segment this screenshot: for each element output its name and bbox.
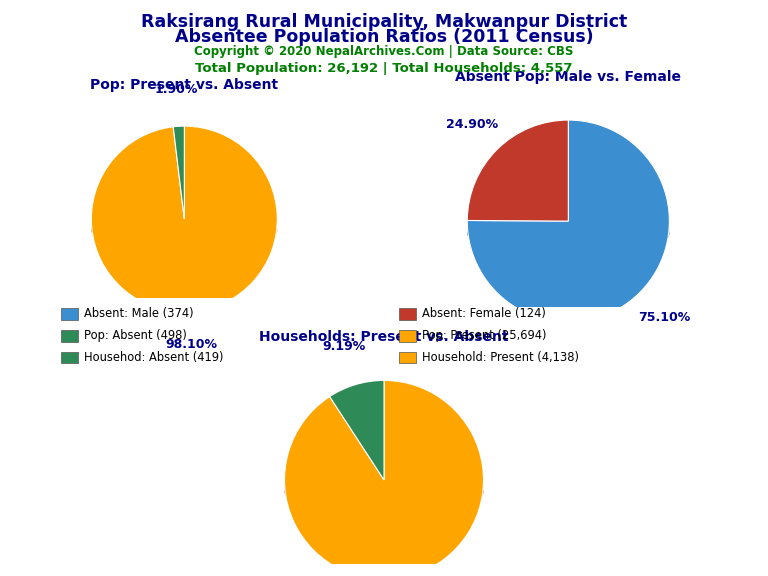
Title: Households: Present vs. Absent: Households: Present vs. Absent xyxy=(260,331,508,344)
Ellipse shape xyxy=(467,206,670,261)
Title: Pop: Present vs. Absent: Pop: Present vs. Absent xyxy=(91,78,278,92)
Wedge shape xyxy=(284,380,484,576)
Text: 1.90%: 1.90% xyxy=(155,83,198,96)
Ellipse shape xyxy=(467,192,670,248)
Wedge shape xyxy=(329,380,384,480)
Text: Pop: Present (25,694): Pop: Present (25,694) xyxy=(422,329,547,342)
Text: Absent: Female (124): Absent: Female (124) xyxy=(422,308,546,320)
Text: Househod: Absent (419): Househod: Absent (419) xyxy=(84,351,224,364)
Text: 24.90%: 24.90% xyxy=(446,118,498,131)
Wedge shape xyxy=(467,120,670,322)
Text: Absentee Population Ratios (2011 Census): Absentee Population Ratios (2011 Census) xyxy=(174,28,594,46)
Text: Pop: Absent (498): Pop: Absent (498) xyxy=(84,329,187,342)
Text: Total Population: 26,192 | Total Households: 4,557: Total Population: 26,192 | Total Househo… xyxy=(195,62,573,75)
Text: Raksirang Rural Municipality, Makwanpur District: Raksirang Rural Municipality, Makwanpur … xyxy=(141,13,627,31)
Ellipse shape xyxy=(284,464,484,519)
Text: 9.19%: 9.19% xyxy=(323,340,366,353)
Ellipse shape xyxy=(284,452,484,506)
Text: 75.10%: 75.10% xyxy=(638,312,690,324)
Ellipse shape xyxy=(91,192,277,244)
Text: 98.10%: 98.10% xyxy=(166,338,218,351)
Text: Copyright © 2020 NepalArchives.Com | Data Source: CBS: Copyright © 2020 NepalArchives.Com | Dat… xyxy=(194,45,574,58)
Wedge shape xyxy=(91,126,277,312)
Text: Absent: Male (374): Absent: Male (374) xyxy=(84,308,194,320)
Ellipse shape xyxy=(91,204,277,256)
Text: Household: Present (4,138): Household: Present (4,138) xyxy=(422,351,579,364)
Title: Absent Pop: Male vs. Female: Absent Pop: Male vs. Female xyxy=(455,70,681,84)
Wedge shape xyxy=(467,120,568,221)
Wedge shape xyxy=(174,126,184,219)
